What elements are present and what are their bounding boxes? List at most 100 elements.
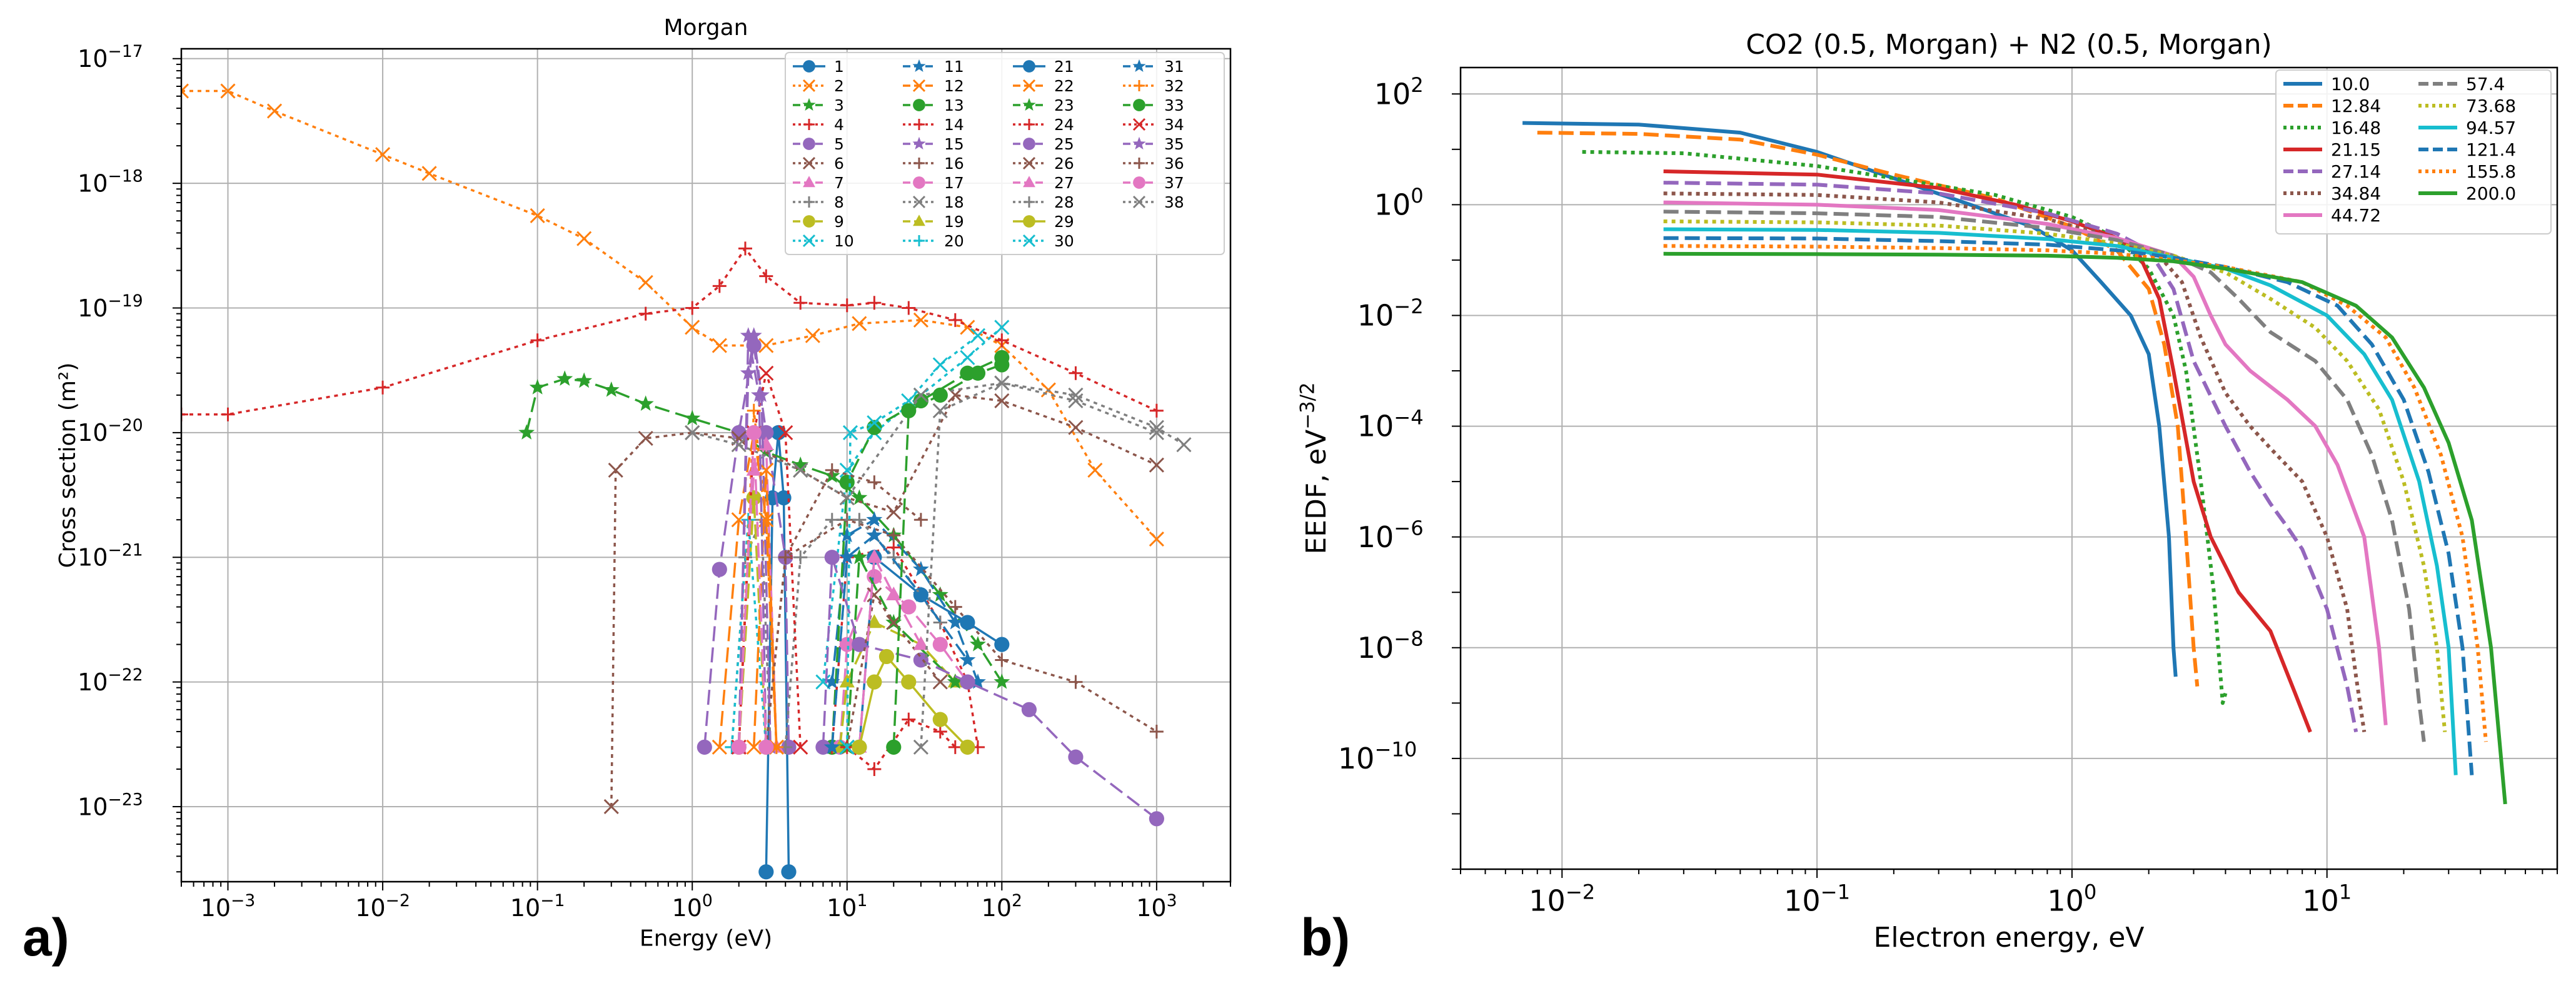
legend-label-8: 8 (834, 193, 844, 211)
y-tick-label: 102 (1374, 73, 1424, 111)
legend-marker-19 (913, 214, 925, 226)
data-point-4 (221, 407, 235, 421)
legend-label-12: 12 (944, 77, 964, 95)
data-point-4 (759, 269, 773, 283)
legend-label-27: 27 (1054, 174, 1074, 192)
y-tick-label: 10−20 (78, 416, 143, 446)
data-point-4 (793, 296, 808, 310)
x-tick-label: 10−1 (1784, 880, 1850, 917)
data-point-30 (932, 357, 948, 373)
legend-marker-14 (913, 119, 925, 130)
series-line-121.4 (1663, 236, 2474, 775)
legend-frame (785, 52, 1225, 255)
data-point-25 (1149, 811, 1164, 827)
x-tick-label: 10−2 (1529, 880, 1595, 917)
x-grid (227, 49, 1157, 882)
data-point-4 (376, 380, 390, 395)
legend-marker-1 (803, 60, 815, 73)
data-point-18 (731, 437, 747, 453)
legend-marker-5 (803, 138, 815, 150)
data-point-2 (266, 103, 283, 119)
data-point-28 (887, 550, 901, 565)
legend-label-6: 6 (834, 154, 844, 173)
data-point-36 (867, 475, 882, 490)
data-point-16 (1069, 675, 1083, 689)
legend-marker-26 (1022, 156, 1036, 170)
legend-label-200.0: 200.0 (2466, 183, 2516, 204)
data-point-35 (751, 386, 767, 402)
data-point-4 (1069, 366, 1083, 380)
chart-title: CO2 (0.5, Morgan) + N2 (0.5, Morgan) (1746, 29, 2272, 61)
data-point-28 (825, 513, 839, 527)
legend-marker-16 (913, 158, 925, 169)
legend-marker-9 (803, 215, 815, 228)
series-line-200.0 (1663, 251, 2507, 805)
data-point-16 (1149, 724, 1164, 738)
legend-marker-37 (1133, 176, 1145, 189)
data-point-3 (603, 381, 620, 397)
data-point-31 (912, 586, 929, 602)
data-point-3 (970, 636, 986, 652)
data-point-10 (815, 674, 831, 690)
series-line-16.48 (1582, 149, 2228, 705)
data-point-36 (913, 513, 928, 527)
series-line-23 (846, 556, 957, 747)
legend-label-18: 18 (944, 193, 964, 211)
data-point-25 (815, 739, 831, 755)
series-line-34.84 (1663, 191, 2367, 733)
data-point-37 (731, 739, 747, 755)
data-point-7 (746, 461, 762, 476)
series-line-11 (831, 518, 979, 683)
series-line-4 (181, 247, 1157, 416)
data-point-6 (608, 462, 623, 478)
data-point-3 (518, 424, 535, 440)
data-point-2 (220, 83, 236, 99)
data-point-17 (839, 637, 855, 652)
data-point-5 (731, 425, 747, 440)
legend-marker-3 (802, 98, 816, 111)
series-line-25 (822, 556, 1157, 820)
data-point-31 (823, 738, 840, 754)
legend-marker-2 (802, 79, 816, 93)
legend-marker-29 (1023, 215, 1035, 228)
data-point-29 (867, 674, 882, 690)
data-point-24 (902, 712, 916, 727)
legend-label-37: 37 (1164, 174, 1184, 192)
series-line-27 (858, 556, 922, 747)
data-point-18 (1176, 437, 1192, 453)
data-point-2 (576, 231, 592, 246)
legend-label-26: 26 (1054, 154, 1074, 173)
y-tick-label: 10−8 (1357, 627, 1424, 665)
data-point-4 (902, 301, 916, 315)
y-tick-label: 10−23 (78, 790, 143, 820)
data-point-33 (970, 365, 986, 381)
data-point-21 (960, 615, 975, 630)
plot-frame (1459, 66, 2558, 870)
data-point-1 (781, 864, 797, 880)
legend-label-20: 20 (944, 232, 964, 250)
legend-marker-30 (1022, 234, 1036, 248)
data-point-3 (994, 673, 1010, 689)
series-group (181, 83, 1192, 880)
legend-marker-22 (1022, 79, 1036, 93)
data-point-31 (959, 651, 976, 667)
legend-label-34.84: 34.84 (2331, 183, 2381, 204)
data-point-30 (839, 739, 855, 755)
legend-marker-28 (1024, 196, 1035, 208)
data-point-4 (948, 313, 962, 327)
series-line-30 (846, 335, 979, 747)
legend-marker-6 (802, 156, 816, 170)
data-point-6 (603, 799, 619, 815)
data-point-19 (867, 614, 882, 628)
data-point-21 (994, 637, 1010, 652)
series-line-12.84 (1537, 131, 2200, 687)
data-point-33 (886, 739, 902, 755)
legend-marker-7 (803, 176, 815, 188)
data-point-18 (839, 490, 855, 506)
y-tick-label: 100 (1374, 184, 1424, 221)
data-point-34 (793, 739, 808, 755)
legend-label-11: 11 (944, 58, 964, 76)
data-point-18 (685, 425, 700, 440)
legend-marker-34 (1132, 118, 1146, 131)
